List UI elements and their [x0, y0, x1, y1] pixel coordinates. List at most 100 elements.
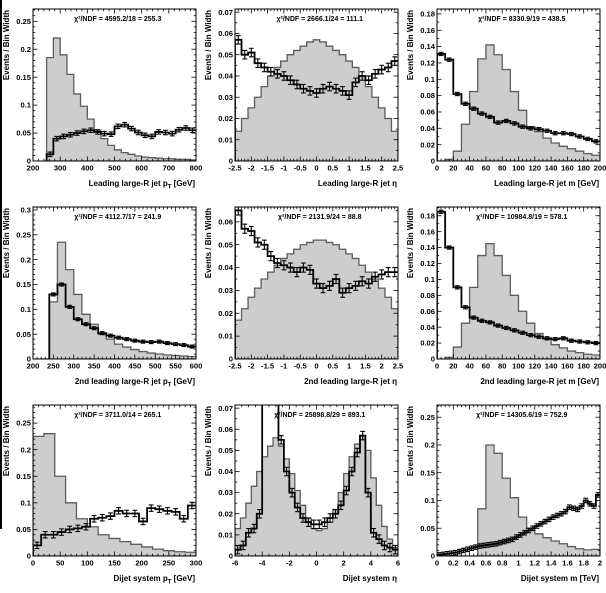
svg-text:0.04: 0.04	[218, 72, 234, 81]
svg-text:50: 50	[56, 559, 64, 568]
svg-text:0.07: 0.07	[218, 8, 233, 17]
x-axis-label: Dijet system m [TeV]	[521, 574, 599, 583]
data-error-bars	[235, 430, 398, 555]
mc-histogram	[235, 39, 398, 161]
svg-text:600: 600	[135, 164, 148, 173]
svg-text:2: 2	[380, 362, 384, 371]
svg-text:0.2: 0.2	[20, 445, 31, 454]
svg-text:400: 400	[108, 362, 121, 371]
histogram-svg-leading-jet-eta: -2.5 -2 -1.5 -1 -0.5 0 0.5 1 1.5 2 2.5 0 0.01 0.02 0.0…	[204, 8, 404, 188]
mc-histogram	[437, 242, 600, 359]
svg-text:0.5: 0.5	[328, 362, 339, 371]
svg-text:0.2: 0.2	[20, 255, 31, 264]
data-error-bars	[34, 501, 195, 550]
tick-labels: 200 300 400 500 600 700 800 0 0.05 0.1 0.15 0.2 0.25	[16, 17, 202, 173]
tick-labels: 200 250 300 350 400 450 500 550 600 0 0.05 0.1 0.15 0…	[16, 206, 202, 371]
data-histogram	[235, 209, 398, 359]
svg-text:0.25: 0.25	[420, 413, 436, 422]
svg-text:0.16: 0.16	[420, 26, 435, 35]
x-axis-label: 2nd leading large-R jet pT [GeV]	[75, 377, 195, 389]
svg-text:2: 2	[380, 164, 384, 173]
svg-text:0.01: 0.01	[218, 135, 234, 144]
svg-text:0: 0	[431, 355, 435, 364]
svg-text:-2: -2	[248, 164, 255, 173]
panel-second-jet-pt: 200 250 300 350 400 450 500 550 600 0 0.05 0.1 0.15 0…	[0, 198, 202, 396]
tick-labels: -6 -4 -2 0 2 4 6 0 0.01 0.02 0.03 0.04 0.05 0.06 0.07	[218, 404, 400, 568]
svg-text:2: 2	[598, 559, 602, 568]
svg-text:-2: -2	[248, 362, 255, 371]
svg-text:0.12: 0.12	[420, 59, 435, 68]
svg-text:300: 300	[54, 164, 67, 173]
svg-text:60: 60	[482, 362, 490, 371]
svg-text:0.3: 0.3	[20, 206, 31, 215]
svg-text:0.02: 0.02	[218, 309, 233, 318]
svg-text:180: 180	[577, 164, 590, 173]
svg-text:0.18: 0.18	[420, 10, 435, 19]
svg-text:2.5: 2.5	[393, 164, 404, 173]
svg-text:0: 0	[27, 355, 31, 364]
svg-text:0.15: 0.15	[16, 73, 32, 82]
tick-labels: 0 0.2 0.4 0.6 0.8 1 1.2 1.4 1.6 1.8 2 0 0.05 0.1 0.15 0…	[420, 413, 602, 568]
svg-text:-0.5: -0.5	[294, 164, 308, 173]
svg-text:0.1: 0.1	[424, 75, 435, 84]
svg-text:1: 1	[516, 559, 521, 568]
svg-text:0.02: 0.02	[420, 339, 435, 348]
svg-text:80: 80	[498, 164, 506, 173]
data-error-bars	[50, 282, 195, 349]
svg-text:40: 40	[465, 164, 473, 173]
svg-text:0: 0	[314, 362, 318, 371]
svg-text:1.2: 1.2	[530, 559, 541, 568]
svg-text:0.8: 0.8	[497, 559, 508, 568]
svg-text:0.2: 0.2	[448, 559, 459, 568]
axis-ticks	[234, 9, 399, 162]
svg-text:0.05: 0.05	[16, 129, 32, 138]
svg-text:0: 0	[431, 157, 435, 166]
svg-text:0: 0	[27, 552, 31, 561]
svg-text:80: 80	[498, 362, 506, 371]
x-axis-label: Leading large-R jet pT [GeV]	[89, 179, 196, 191]
svg-text:0.1: 0.1	[424, 496, 435, 505]
y-axis-label: Events / Bin Width	[2, 208, 11, 278]
svg-text:60: 60	[482, 164, 490, 173]
svg-text:-4: -4	[259, 559, 267, 568]
screen-edge-artifact	[0, 0, 2, 529]
svg-text:120: 120	[528, 362, 541, 371]
data-error-bars	[438, 51, 599, 144]
svg-text:0: 0	[229, 552, 233, 561]
svg-text:0.08: 0.08	[420, 91, 435, 100]
svg-text:0: 0	[27, 157, 31, 166]
svg-text:0: 0	[31, 559, 35, 568]
svg-text:0.03: 0.03	[218, 286, 233, 295]
svg-text:20: 20	[449, 164, 457, 173]
svg-text:300: 300	[190, 559, 202, 568]
svg-text:0.2: 0.2	[424, 441, 435, 450]
svg-text:100: 100	[81, 559, 94, 568]
svg-text:0.25: 0.25	[16, 230, 32, 239]
svg-text:150: 150	[108, 559, 121, 568]
y-axis-label: Events / Bin Width	[204, 10, 213, 80]
svg-text:-6: -6	[232, 559, 239, 568]
svg-text:0.18: 0.18	[420, 211, 435, 220]
data-histogram	[48, 283, 196, 359]
data-histogram	[235, 38, 398, 161]
svg-text:0.1: 0.1	[424, 275, 435, 284]
svg-text:200: 200	[594, 362, 606, 371]
svg-text:140: 140	[545, 164, 558, 173]
svg-text:200: 200	[27, 164, 40, 173]
panel-dijet-eta: -6 -4 -2 0 2 4 6 0 0.01 0.02 0.03 0.04 0.05 0.06 0.07 χ…	[202, 396, 404, 593]
histogram-svg-second-jet-eta: -2.5 -2 -1.5 -1 -0.5 0 0.5 1 1.5 2 2.5 0 0.01 0.02 0.0…	[204, 206, 404, 386]
svg-text:0: 0	[314, 559, 318, 568]
svg-text:-1.5: -1.5	[261, 362, 275, 371]
svg-text:0.06: 0.06	[218, 425, 233, 434]
svg-text:0.15: 0.15	[16, 280, 32, 289]
data-histogram	[437, 210, 600, 359]
tick-labels: -2.5 -2 -1.5 -1 -0.5 0 0.5 1 1.5 2 2.5 0 0.01 0.02 0.0…	[218, 8, 404, 173]
panel-second-jet-mass: 0 20 40 60 80 100 120 140 160 180 200 0 0.02 0.04 0.06…	[404, 198, 606, 396]
data-error-bars	[235, 35, 398, 100]
svg-text:0.05: 0.05	[218, 50, 234, 59]
svg-text:1: 1	[347, 164, 352, 173]
svg-text:200: 200	[135, 559, 148, 568]
mc-histogram	[33, 433, 196, 556]
panel-second-jet-eta: -2.5 -2 -1.5 -1 -0.5 0 0.5 1 1.5 2 2.5 0 0.01 0.02 0.0…	[202, 198, 404, 396]
